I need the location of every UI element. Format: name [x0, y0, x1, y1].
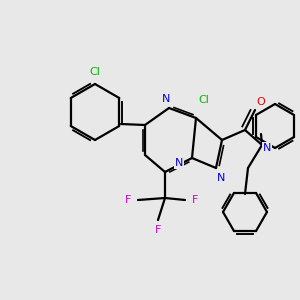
Text: N: N [162, 94, 170, 104]
Text: N: N [217, 173, 225, 183]
Text: N: N [175, 158, 183, 168]
Text: Cl: Cl [199, 95, 209, 105]
Text: Cl: Cl [90, 67, 101, 77]
Text: O: O [256, 97, 266, 107]
Text: N: N [263, 143, 271, 153]
Text: F: F [192, 195, 198, 205]
Text: F: F [125, 195, 131, 205]
Text: F: F [155, 225, 161, 235]
